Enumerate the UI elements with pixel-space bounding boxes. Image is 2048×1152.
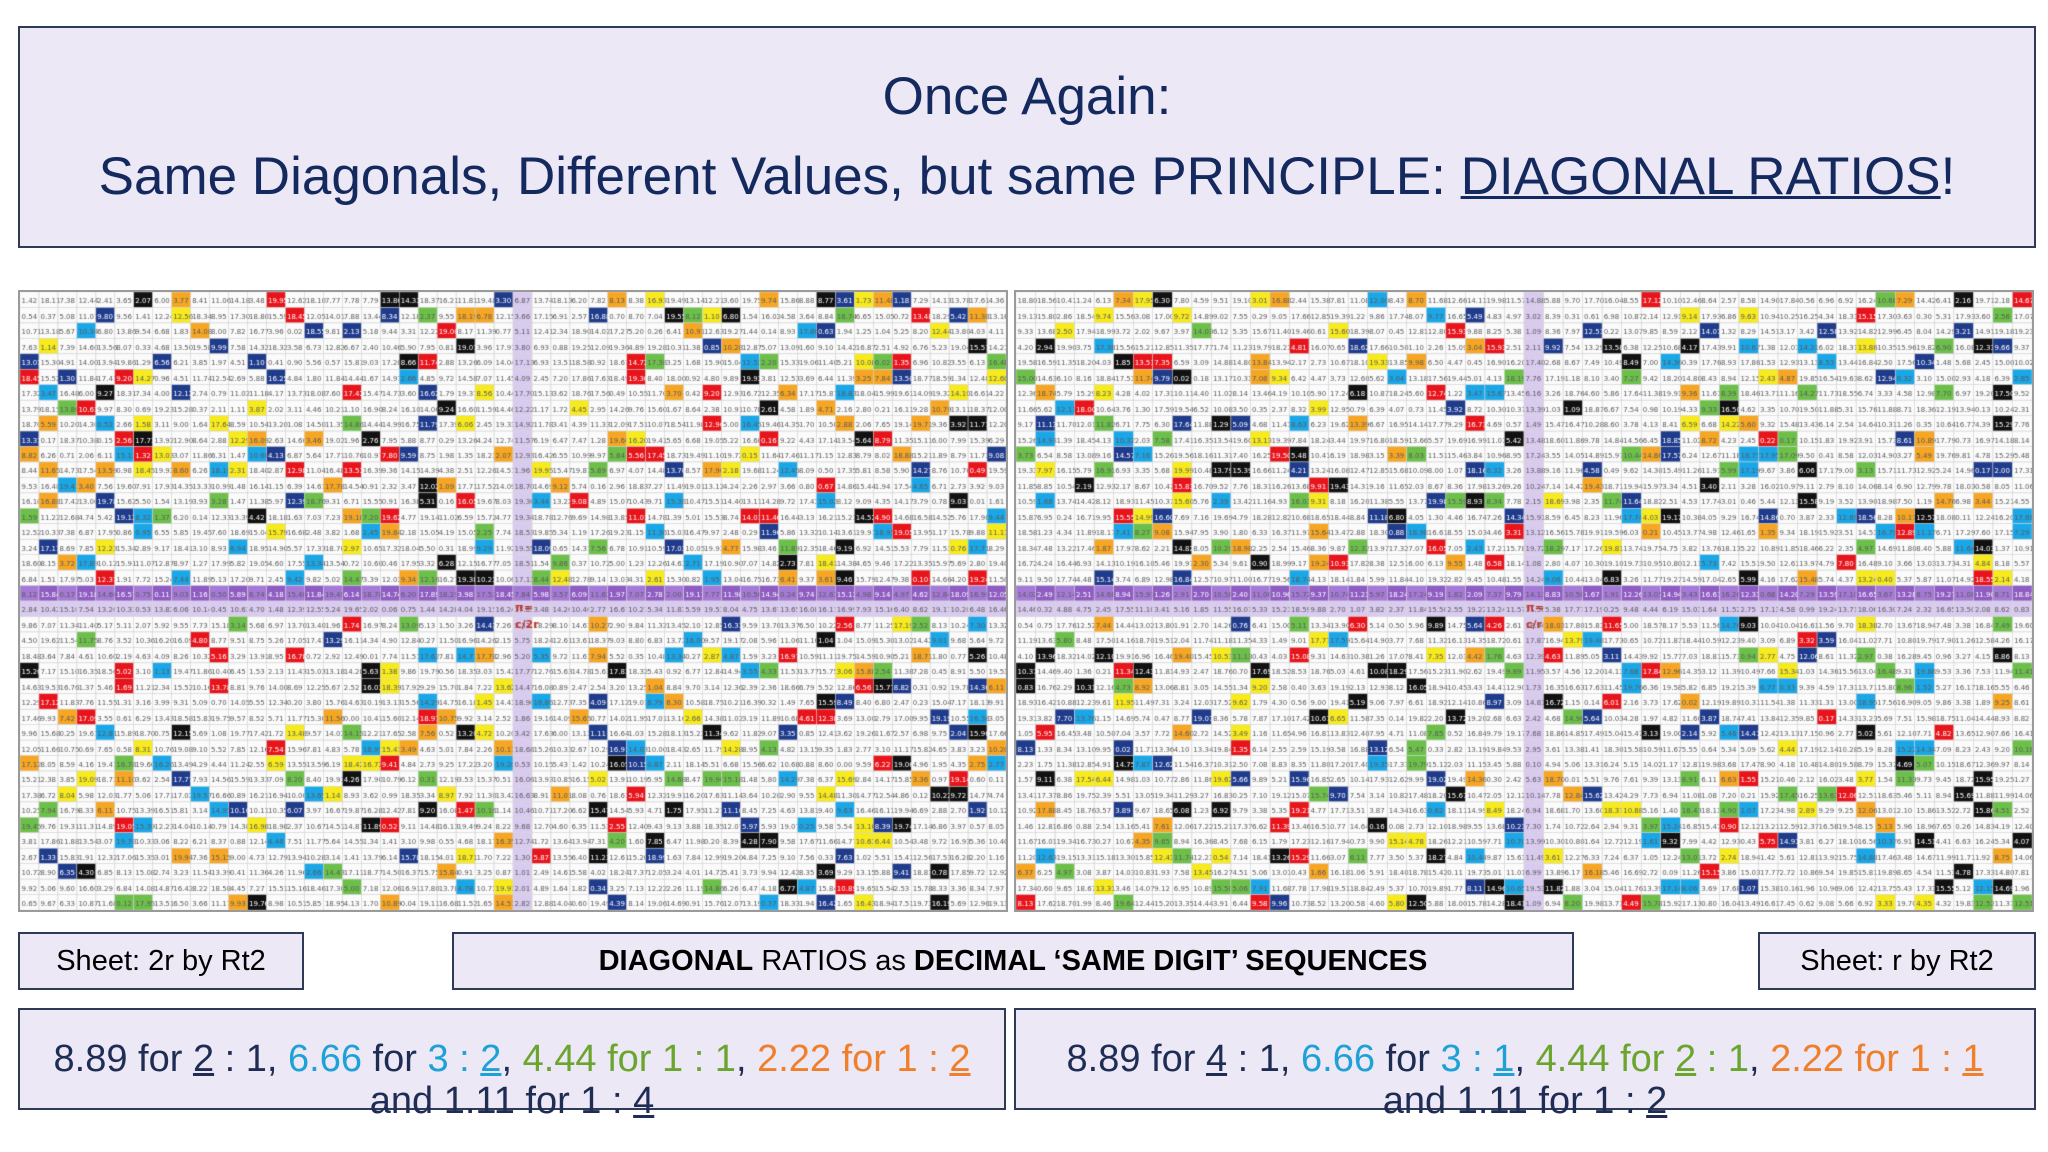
for-text: for — [362, 1038, 428, 1080]
ratio-sep: : 1 — [1227, 1038, 1280, 1080]
ratio-term: 3 — [1440, 1038, 1462, 1080]
ratio-sep: : — [448, 1038, 481, 1080]
ratio-term: 2 — [192, 1038, 215, 1080]
line2-prefix: and 1.11 for 1 : — [1382, 1080, 1647, 1122]
ratio-value-444: 4.44 — [522, 1038, 597, 1080]
spreadsheet-grid-right — [1016, 292, 2032, 910]
spreadsheet-grid-left — [20, 292, 1006, 910]
diagonal-ratios-subtitle: DIAGONAL RATIOS as DECIMAL ‘SAME DIGIT’ … — [452, 932, 1574, 990]
subtitle-bold-sequences: DECIMAL ‘SAME DIGIT’ SEQUENCES — [913, 944, 1428, 977]
line2-prefix: and 1.11 for 1 : — [369, 1080, 634, 1122]
ratio-sep: : — [1930, 1038, 1963, 1080]
ratio-value-889: 8.89 — [53, 1038, 128, 1080]
sheet-label-left: Sheet: 2r by Rt2 — [18, 932, 304, 990]
ratio-caption-left-line-2: and 1.11 for 1 : 4 — [370, 1080, 655, 1122]
ratio-value-222: 2.22 — [757, 1038, 832, 1080]
for-text: for — [127, 1038, 193, 1080]
title-banner: Once Again: Same Diagonals, Different Va… — [18, 26, 2036, 248]
ratio-sep: : 1 — [214, 1038, 267, 1080]
title-diagonal-ratios: DIAGONAL RATIOS — [1460, 147, 1941, 206]
title-line-1: Once Again: — [882, 67, 1172, 126]
ratio-term: 4 — [1205, 1038, 1228, 1080]
ratio-value-889: 8.89 — [1066, 1038, 1141, 1080]
ratio-sep: : — [1461, 1038, 1494, 1080]
spreadsheet-r-by-rt2 — [1014, 290, 2034, 912]
ratio-term: 1 — [896, 1038, 918, 1080]
ratio-term: 4 — [633, 1080, 655, 1122]
ratio-term: 1 — [1909, 1038, 1931, 1080]
ratio-value-666: 6.66 — [1301, 1038, 1375, 1080]
ratio-sep: : — [917, 1038, 950, 1080]
ratio-term: 2 — [480, 1038, 502, 1080]
ratio-term: 2 — [1675, 1038, 1697, 1080]
for-text: for — [1609, 1038, 1675, 1080]
for-text: for — [1375, 1038, 1441, 1080]
ratio-caption-right-line-1: 8.89 for 4 : 1, 6.66 for 3 : 1, 4.44 for… — [1066, 1038, 1984, 1080]
for-text: for — [1140, 1038, 1206, 1080]
ratio-value-222: 2.22 — [1770, 1038, 1845, 1080]
ratio-caption-left: 8.89 for 2 : 1, 6.66 for 3 : 2, 4.44 for… — [18, 1008, 1006, 1122]
title-line-2-suffix: ! — [1940, 147, 1956, 206]
spreadsheet-2r-by-rt2 — [18, 290, 1008, 912]
for-text: for — [596, 1038, 662, 1080]
title-line-2: Same Diagonals, Different Values, but sa… — [99, 137, 1956, 217]
ratio-sep: : 1 — [1696, 1038, 1749, 1080]
ratio-term: 2 — [1646, 1080, 1668, 1122]
subtitle-bold-diagonal: DIAGONAL — [598, 944, 754, 977]
for-text: for — [831, 1038, 897, 1080]
ratio-term: 2 — [949, 1038, 971, 1080]
ratio-term: 3 — [427, 1038, 449, 1080]
ratio-value-666: 6.66 — [288, 1038, 362, 1080]
ratio-term: 1 — [1493, 1038, 1515, 1080]
for-text: for — [1844, 1038, 1910, 1080]
subtitle-normal: RATIOS as — [753, 944, 914, 977]
ratio-caption-left-line-1: 8.89 for 2 : 1, 6.66 for 3 : 2, 4.44 for… — [53, 1038, 971, 1080]
ratio-term: 1 — [1962, 1038, 1984, 1080]
sheet-label-right: Sheet: r by Rt2 — [1758, 932, 2036, 990]
ratio-caption-right: 8.89 for 4 : 1, 6.66 for 3 : 1, 4.44 for… — [1014, 1008, 2036, 1122]
ratio-value-444: 4.44 — [1535, 1038, 1610, 1080]
title-line-2-prefix: Same Diagonals, Different Values, but sa… — [98, 147, 1461, 206]
ratio-caption-right-line-2: and 1.11 for 1 : 2 — [1383, 1080, 1668, 1122]
ratio-term: 1 : 1 — [662, 1038, 736, 1080]
